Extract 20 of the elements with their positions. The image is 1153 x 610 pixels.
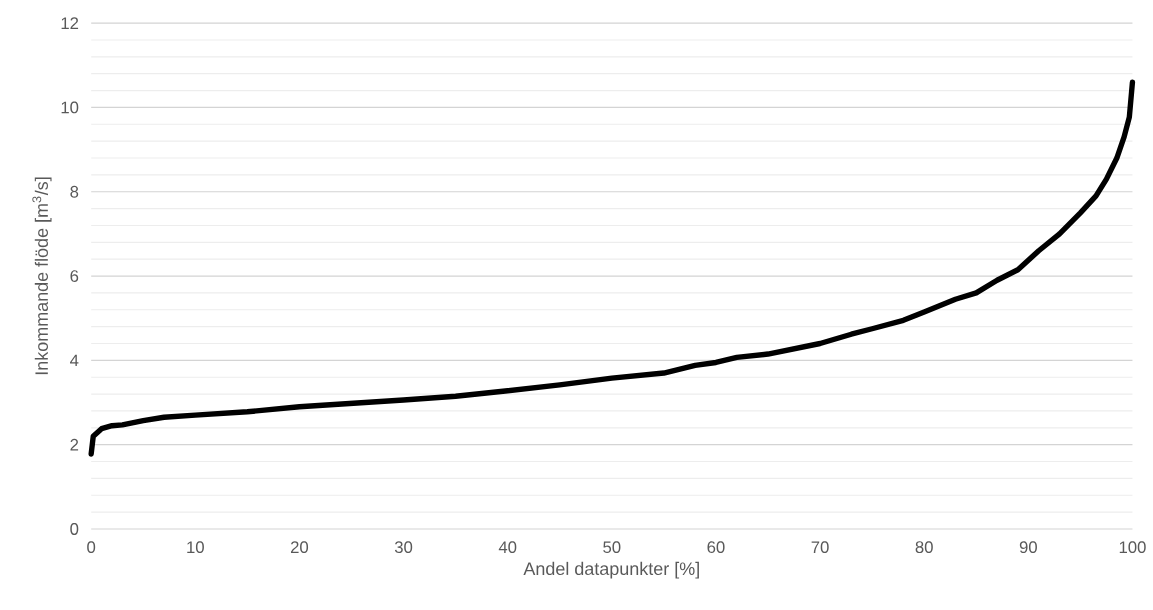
x-tick-label: 30: [394, 541, 413, 554]
x-tick-label: 70: [811, 541, 829, 554]
y-tick-label: 0: [70, 523, 79, 535]
x-tick-label: 90: [1019, 541, 1037, 554]
y-tick-label: 2: [70, 438, 79, 451]
x-tick-label: 0: [87, 541, 96, 554]
y-axis-title: Inkommande flöde [m$^{3}$/s]: [32, 177, 52, 375]
x-tick-label: 80: [915, 541, 933, 554]
y-tick-label: 6: [70, 270, 79, 283]
y-tick-label: 10: [61, 101, 79, 114]
x-axis-title: Andel datapunkter [%]: [523, 561, 699, 579]
y-tick-label: 12: [61, 17, 79, 29]
x-tick-label: 10: [187, 541, 204, 554]
y-tick-label: 8: [70, 185, 79, 198]
x-tick-label: 20: [290, 541, 309, 554]
x-tick-label: 100: [1119, 541, 1146, 554]
x-tick-label: 60: [707, 541, 725, 554]
y-tick-label: 4: [70, 354, 79, 367]
x-tick-label: 50: [603, 541, 621, 554]
x-tick-label: 40: [498, 541, 517, 554]
